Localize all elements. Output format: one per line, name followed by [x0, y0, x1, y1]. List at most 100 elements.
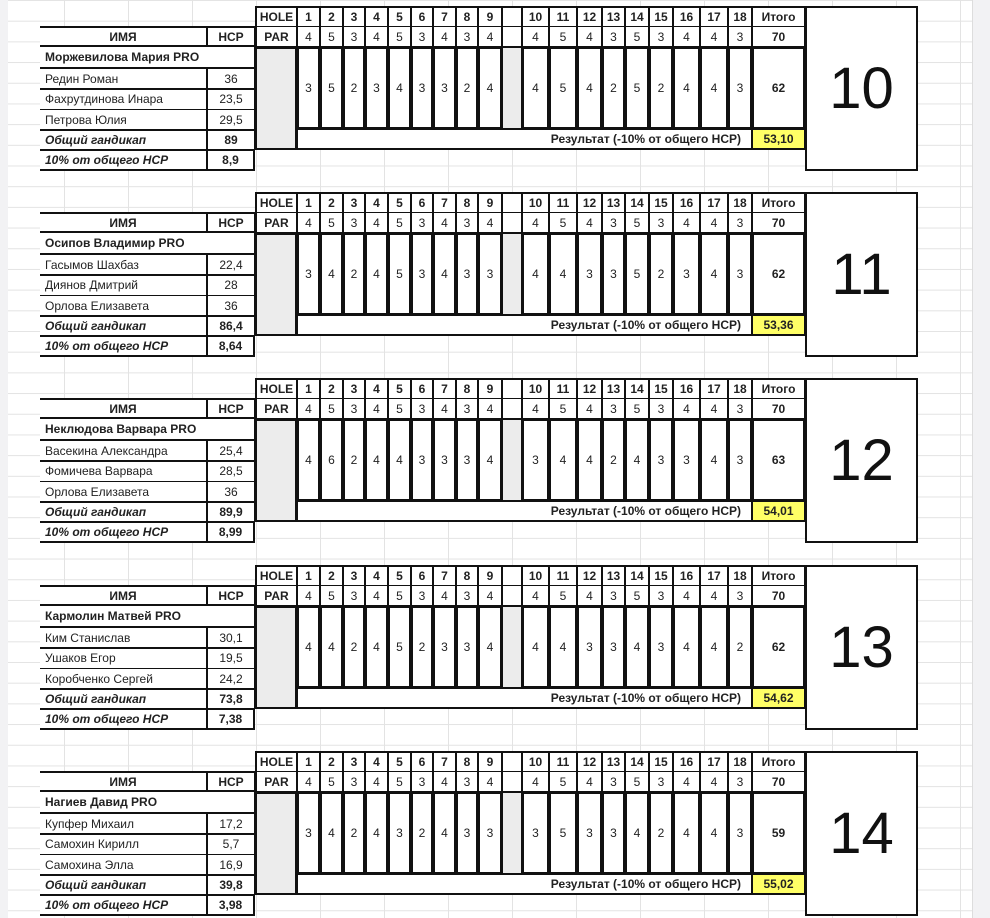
score-hole-3[interactable]: 2 — [343, 233, 365, 315]
score-hole-11[interactable]: 5 — [549, 47, 577, 129]
hole-number-16[interactable]: 16 — [673, 192, 700, 213]
hole-number-1[interactable]: 1 — [297, 565, 320, 586]
player-hcp[interactable]: 36 — [207, 481, 255, 502]
player-name[interactable]: Коробченко Сергей — [40, 668, 207, 689]
par-hole-10[interactable]: 4 — [522, 771, 549, 792]
score-hole-18[interactable]: 3 — [728, 419, 752, 501]
score-hole-4[interactable]: 4 — [365, 792, 388, 874]
spacer-cell[interactable] — [502, 585, 522, 606]
hole-number-8[interactable]: 8 — [456, 6, 478, 27]
hole-number-12[interactable]: 12 — [577, 565, 602, 586]
team-number[interactable]: 14 — [805, 751, 918, 916]
result-value[interactable]: 55,02 — [752, 874, 805, 895]
score-hole-14[interactable]: 4 — [625, 606, 649, 688]
score-hole-17[interactable]: 4 — [700, 419, 728, 501]
spacer-cell[interactable] — [502, 378, 522, 399]
par-hole-13[interactable]: 3 — [602, 398, 625, 419]
hole-number-17[interactable]: 17 — [700, 565, 728, 586]
hole-number-15[interactable]: 15 — [649, 6, 673, 27]
hole-number-4[interactable]: 4 — [365, 751, 388, 772]
score-hole-18[interactable]: 3 — [728, 792, 752, 874]
par-hole-5[interactable]: 5 — [388, 212, 411, 233]
hole-number-1[interactable]: 1 — [297, 378, 320, 399]
hole-number-7[interactable]: 7 — [433, 6, 456, 27]
player-hcp[interactable]: 36 — [207, 295, 255, 316]
hole-number-2[interactable]: 2 — [320, 565, 343, 586]
par-hole-11[interactable]: 5 — [549, 212, 577, 233]
par-hole-3[interactable]: 3 — [343, 771, 365, 792]
score-hole-5[interactable]: 5 — [388, 606, 411, 688]
par-hole-10[interactable]: 4 — [522, 212, 549, 233]
par-hole-2[interactable]: 5 — [320, 585, 343, 606]
par-hole-6[interactable]: 3 — [411, 26, 433, 47]
hole-number-5[interactable]: 5 — [388, 192, 411, 213]
par-hole-6[interactable]: 3 — [411, 398, 433, 419]
total-hcp-value[interactable]: 89 — [207, 129, 255, 150]
hole-number-8[interactable]: 8 — [456, 192, 478, 213]
par-hole-2[interactable]: 5 — [320, 212, 343, 233]
spacer-cell[interactable] — [502, 233, 522, 315]
par-hole-1[interactable]: 4 — [297, 26, 320, 47]
par-hole-11[interactable]: 5 — [549, 26, 577, 47]
score-hole-1[interactable]: 4 — [297, 606, 320, 688]
player-hcp[interactable]: 29,5 — [207, 109, 255, 130]
score-hole-15[interactable]: 2 — [649, 233, 673, 315]
par-hole-14[interactable]: 5 — [625, 398, 649, 419]
score-hole-7[interactable]: 3 — [433, 419, 456, 501]
par-hole-16[interactable]: 4 — [673, 585, 700, 606]
hole-number-6[interactable]: 6 — [411, 378, 433, 399]
score-hole-9[interactable]: 4 — [478, 419, 502, 501]
par-total[interactable]: 70 — [752, 26, 805, 47]
score-hole-6[interactable]: 3 — [411, 233, 433, 315]
hole-number-1[interactable]: 1 — [297, 751, 320, 772]
hole-number-2[interactable]: 2 — [320, 6, 343, 27]
total-hcp-label[interactable]: Общий гандикап — [40, 501, 207, 522]
total-header[interactable]: Итого — [752, 378, 805, 399]
player-name[interactable]: Самохин Кирилл — [40, 833, 207, 855]
hole-header[interactable]: HOLE — [255, 378, 297, 399]
par-hole-3[interactable]: 3 — [343, 26, 365, 47]
par-total[interactable]: 70 — [752, 212, 805, 233]
score-hole-10[interactable]: 3 — [522, 419, 549, 501]
hole-number-7[interactable]: 7 — [433, 751, 456, 772]
spacer-cell[interactable] — [502, 6, 522, 27]
par-hole-1[interactable]: 4 — [297, 771, 320, 792]
par-header[interactable]: PAR — [255, 26, 297, 47]
par-hole-10[interactable]: 4 — [522, 585, 549, 606]
hole-number-10[interactable]: 10 — [522, 192, 549, 213]
total-hcp-value[interactable]: 86,4 — [207, 315, 255, 336]
spacer-cell[interactable] — [502, 751, 522, 772]
par-hole-2[interactable]: 5 — [320, 398, 343, 419]
hole-number-10[interactable]: 10 — [522, 6, 549, 27]
score-hole-17[interactable]: 4 — [700, 792, 728, 874]
player-hcp[interactable]: 16,9 — [207, 854, 255, 875]
hole-number-4[interactable]: 4 — [365, 192, 388, 213]
par-hole-14[interactable]: 5 — [625, 212, 649, 233]
player-name[interactable]: Орлова Елизавета — [40, 481, 207, 502]
par-hole-6[interactable]: 3 — [411, 212, 433, 233]
hole-number-16[interactable]: 16 — [673, 751, 700, 772]
ten-percent-label[interactable]: 10% от общего HCP — [40, 336, 207, 357]
par-hole-1[interactable]: 4 — [297, 212, 320, 233]
hole-number-14[interactable]: 14 — [625, 6, 649, 27]
score-hole-17[interactable]: 4 — [700, 606, 728, 688]
score-hole-7[interactable]: 4 — [433, 792, 456, 874]
score-hole-2[interactable]: 6 — [320, 419, 343, 501]
hole-number-12[interactable]: 12 — [577, 751, 602, 772]
spacer-cell[interactable] — [502, 792, 522, 874]
par-hole-13[interactable]: 3 — [602, 26, 625, 47]
player-name[interactable]: Васекина Александра — [40, 440, 207, 461]
total-header[interactable]: Итого — [752, 192, 805, 213]
par-hole-16[interactable]: 4 — [673, 212, 700, 233]
score-hole-18[interactable]: 3 — [728, 233, 752, 315]
hole-number-9[interactable]: 9 — [478, 565, 502, 586]
score-hole-2[interactable]: 4 — [320, 233, 343, 315]
ten-percent-value[interactable]: 8,99 — [207, 522, 255, 543]
name-header[interactable]: ИМЯ — [40, 398, 207, 419]
player-hcp[interactable]: 19,5 — [207, 647, 255, 669]
par-hole-15[interactable]: 3 — [649, 398, 673, 419]
hole-label-blank[interactable] — [255, 47, 297, 150]
par-hole-9[interactable]: 4 — [478, 212, 502, 233]
score-hole-12[interactable]: 3 — [577, 606, 602, 688]
player-name[interactable]: Ким Станислав — [40, 627, 207, 648]
